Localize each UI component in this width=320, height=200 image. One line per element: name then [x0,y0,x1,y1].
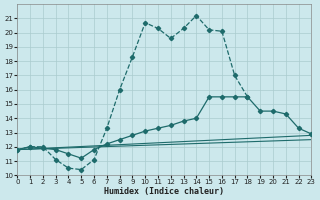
X-axis label: Humidex (Indice chaleur): Humidex (Indice chaleur) [104,187,224,196]
